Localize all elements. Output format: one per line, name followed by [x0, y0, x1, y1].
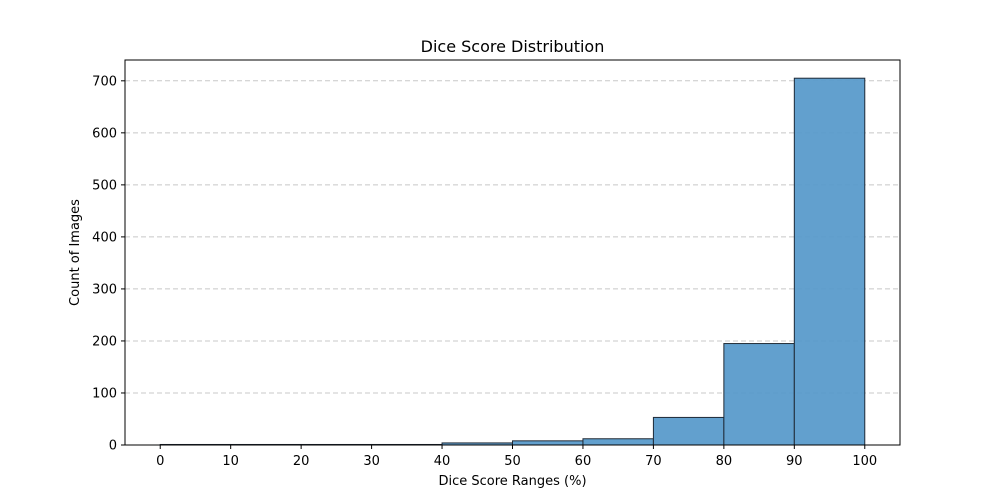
- y-tick-label: 700: [92, 74, 117, 89]
- y-tick-label: 0: [109, 439, 117, 454]
- grid-lines: [125, 80, 900, 446]
- y-axis-label: Count of Images: [68, 199, 83, 306]
- y-tick-label: 300: [92, 282, 117, 297]
- y-tick-label: 500: [92, 178, 117, 193]
- x-tick-label: 20: [293, 454, 310, 469]
- x-tick-label: 60: [575, 454, 592, 469]
- histogram-bar: [793, 77, 866, 446]
- x-axis-label: Dice Score Ranges (%): [438, 474, 586, 489]
- x-tick-label: 50: [504, 454, 521, 469]
- y-tick-label: 600: [92, 126, 117, 141]
- x-axis-ticks: 0 10 20 30 40 50 60 70 80 90 100: [156, 445, 877, 469]
- y-tick-label: 200: [92, 334, 117, 349]
- bars: [159, 77, 866, 446]
- x-tick-label: 30: [363, 454, 380, 469]
- y-tick-label: 100: [92, 386, 117, 401]
- y-axis-ticks: 0 100 200 300 400 500 600 700: [92, 74, 125, 454]
- x-tick-label: 80: [716, 454, 733, 469]
- x-tick-label: 10: [222, 454, 239, 469]
- x-tick-label: 90: [786, 454, 803, 469]
- x-tick-label: 40: [434, 454, 451, 469]
- x-tick-label: 0: [156, 454, 164, 469]
- chart-title: Dice Score Distribution: [421, 37, 605, 56]
- x-tick-label: 70: [645, 454, 662, 469]
- y-tick-label: 400: [92, 230, 117, 245]
- x-tick-label: 100: [852, 454, 877, 469]
- histogram-bar: [652, 416, 725, 446]
- histogram-bar: [512, 440, 584, 446]
- histogram-bar: [582, 438, 654, 446]
- histogram-bar: [723, 343, 795, 446]
